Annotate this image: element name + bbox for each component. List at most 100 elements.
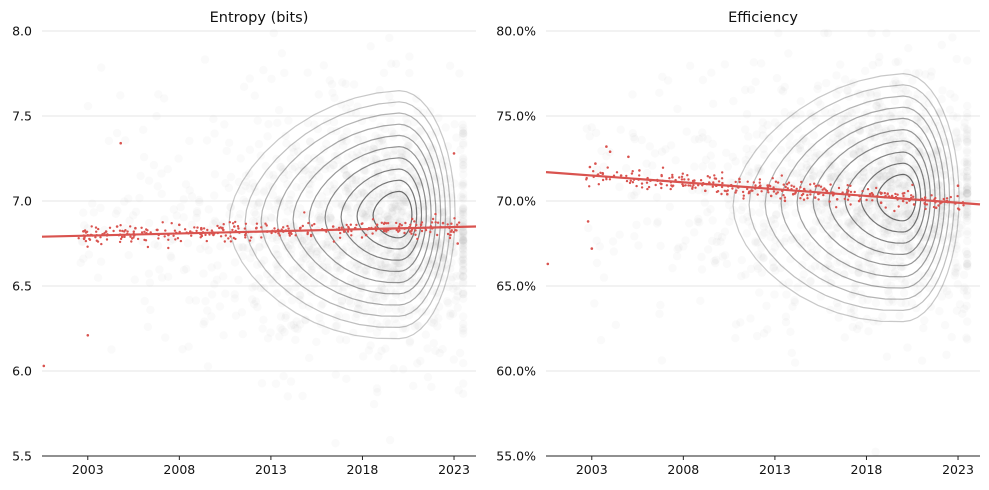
entropy-cloud-point bbox=[391, 306, 401, 315]
efficiency-cloud-point bbox=[731, 194, 740, 204]
entropy-cloud-point bbox=[307, 268, 316, 277]
efficiency-cloud-point bbox=[950, 235, 960, 244]
entropy-cloud-point bbox=[438, 345, 447, 354]
entropy-cloud-point bbox=[423, 344, 432, 353]
efficiency-cloud-point bbox=[848, 290, 858, 299]
efficiency-cloud-point bbox=[781, 312, 791, 321]
efficiency-cloud-point bbox=[741, 155, 750, 165]
entropy-cloud-point bbox=[154, 90, 163, 99]
entropy-cloud-point bbox=[437, 253, 446, 262]
efficiency-cloud-point bbox=[902, 182, 912, 191]
efficiency-cloud-point bbox=[958, 309, 967, 318]
entropy-cloud-point bbox=[286, 377, 296, 386]
entropy-cloud-point bbox=[138, 237, 147, 246]
entropy-cloud-point bbox=[264, 231, 273, 240]
entropy-cloud-point bbox=[386, 117, 395, 126]
entropy-cloud-point bbox=[244, 169, 254, 178]
entropy-cloud-point bbox=[308, 262, 317, 271]
efficiency-cloud-point bbox=[932, 145, 942, 155]
efficiency-cloud-point bbox=[897, 274, 906, 283]
entropy-cloud-point bbox=[459, 238, 468, 248]
entropy-cloud-point bbox=[382, 278, 392, 287]
efficiency-cloud-point bbox=[963, 126, 972, 135]
efficiency-cloud-point bbox=[935, 222, 944, 232]
entropy-cloud-point bbox=[268, 234, 277, 243]
entropy-cloud-point bbox=[346, 237, 355, 247]
entropy-cloud-point bbox=[374, 213, 384, 222]
entropy-cloud-point bbox=[446, 309, 455, 318]
efficiency-cloud-point bbox=[762, 196, 772, 205]
efficiency-daily-mean-point bbox=[875, 186, 878, 190]
entropy-cloud-point bbox=[332, 233, 342, 242]
entropy-cloud-point bbox=[379, 270, 388, 279]
efficiency-cloud-point bbox=[725, 217, 734, 226]
entropy-cloud-point bbox=[448, 309, 458, 319]
entropy-cloud-point bbox=[324, 265, 333, 275]
entropy-cloud-point bbox=[368, 307, 378, 316]
efficiency-cloud-point bbox=[813, 245, 822, 254]
entropy-cloud-point bbox=[107, 345, 116, 354]
entropy-cloud-point bbox=[333, 192, 343, 201]
entropy-cloud-point bbox=[341, 187, 351, 196]
efficiency-daily-mean-point bbox=[942, 197, 945, 201]
entropy-cloud-point bbox=[353, 130, 362, 139]
efficiency-cloud-point bbox=[913, 218, 922, 227]
entropy-cloud-point bbox=[405, 167, 414, 176]
entropy-cloud-point bbox=[364, 179, 374, 188]
efficiency-cloud-point bbox=[933, 121, 943, 131]
efficiency-cloud-point bbox=[898, 262, 908, 271]
entropy-cloud-point bbox=[273, 250, 282, 260]
entropy-cloud-point bbox=[321, 164, 330, 174]
entropy-x-tick-label: 2013 bbox=[255, 462, 287, 477]
entropy-cloud-point bbox=[284, 171, 293, 180]
entropy-cloud-point bbox=[402, 251, 411, 260]
efficiency-cloud-point bbox=[708, 236, 717, 246]
efficiency-cloud-point bbox=[873, 97, 882, 107]
efficiency-daily-mean-point bbox=[699, 179, 703, 182]
entropy-cloud-point bbox=[430, 186, 439, 196]
entropy-daily-mean-point bbox=[82, 230, 86, 233]
entropy-cloud-point bbox=[394, 179, 404, 188]
efficiency-cloud-point bbox=[807, 143, 816, 152]
efficiency-cloud-point bbox=[916, 117, 925, 126]
efficiency-daily-mean-point bbox=[871, 199, 874, 202]
efficiency-cloud-point bbox=[872, 175, 881, 184]
entropy-cloud-point bbox=[204, 246, 213, 255]
entropy-cloud-point bbox=[438, 207, 447, 217]
entropy-cloud-point bbox=[303, 118, 313, 128]
entropy-daily-mean-point bbox=[167, 246, 170, 250]
entropy-cloud-point bbox=[157, 273, 167, 282]
entropy-cloud-point bbox=[394, 196, 403, 205]
entropy-cloud-point bbox=[260, 283, 269, 293]
efficiency-daily-mean-point bbox=[588, 165, 592, 169]
entropy-cloud-point bbox=[430, 227, 440, 236]
entropy-cloud-point bbox=[301, 254, 311, 264]
entropy-cloud-point bbox=[281, 313, 290, 323]
entropy-cloud-point bbox=[429, 339, 438, 348]
efficiency-cloud-point bbox=[820, 275, 830, 284]
entropy-cloud-point bbox=[459, 155, 468, 164]
efficiency-cloud-point bbox=[849, 117, 858, 127]
entropy-cloud-point bbox=[333, 251, 342, 260]
entropy-cloud-point bbox=[327, 215, 336, 224]
entropy-cloud-point bbox=[288, 164, 297, 173]
efficiency-cloud-point bbox=[871, 298, 881, 308]
efficiency-cloud-point bbox=[865, 88, 874, 97]
efficiency-daily-mean-point bbox=[849, 190, 853, 194]
efficiency-cloud-point bbox=[835, 178, 844, 187]
efficiency-cloud-point bbox=[864, 251, 873, 260]
efficiency-cloud-point bbox=[823, 28, 833, 38]
entropy-cloud-point bbox=[434, 244, 444, 253]
entropy-cloud-point bbox=[260, 256, 269, 265]
efficiency-cloud-point bbox=[963, 167, 972, 176]
entropy-cloud-point bbox=[351, 313, 360, 322]
entropy-background-cloud bbox=[76, 28, 468, 448]
entropy-cloud-point bbox=[422, 307, 431, 316]
efficiency-cloud-point bbox=[817, 205, 826, 214]
efficiency-cloud-point bbox=[778, 87, 788, 96]
entropy-cloud-point bbox=[305, 353, 314, 363]
efficiency-daily-mean-point bbox=[783, 199, 787, 202]
efficiency-cloud-point bbox=[850, 282, 859, 291]
entropy-cloud-point bbox=[272, 289, 281, 298]
entropy-daily-mean-point bbox=[94, 236, 97, 239]
